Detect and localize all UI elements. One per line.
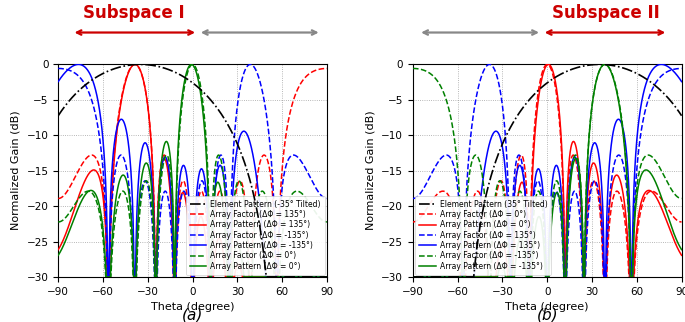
Legend: Element Pattern (35° Tilted), Array Factor (ΔΦ = 0°), Array Pattern (ΔΦ = 0°), A: Element Pattern (35° Tilted), Array Fact… — [415, 196, 551, 275]
Y-axis label: Normalized Gain (dB): Normalized Gain (dB) — [11, 111, 21, 231]
Text: Subspace II: Subspace II — [553, 4, 660, 22]
Text: (b): (b) — [536, 308, 558, 322]
Text: Subspace I: Subspace I — [83, 4, 184, 22]
X-axis label: Theta (degree): Theta (degree) — [151, 302, 234, 312]
Y-axis label: Normalized Gain (dB): Normalized Gain (dB) — [366, 111, 375, 231]
X-axis label: Theta (degree): Theta (degree) — [506, 302, 589, 312]
Legend: Element Pattern (-35° Tilted), Array Factor (ΔΦ = 135°), Array Pattern (ΔΦ = 135: Element Pattern (-35° Tilted), Array Fac… — [186, 196, 325, 275]
Text: (a): (a) — [182, 308, 203, 322]
